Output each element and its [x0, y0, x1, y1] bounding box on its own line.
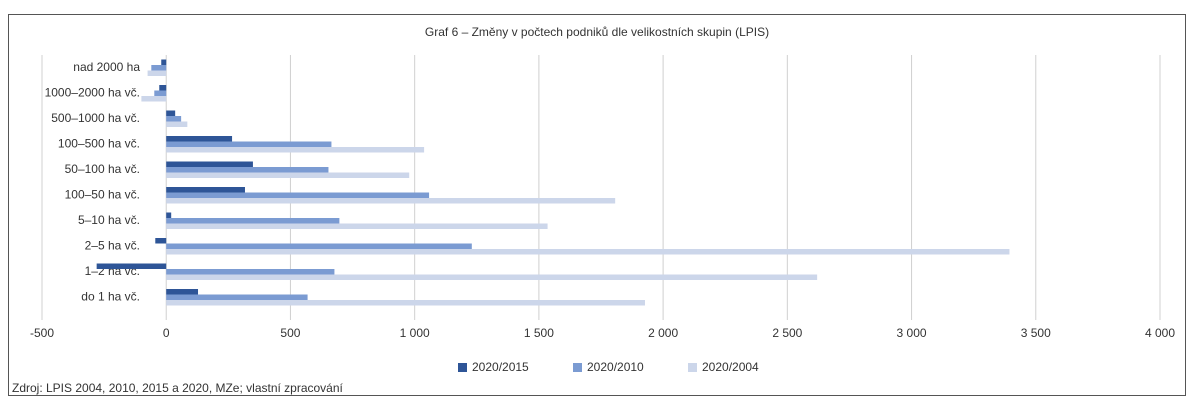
- bar: [159, 85, 167, 91]
- bar: [166, 172, 410, 178]
- bar: [96, 263, 167, 269]
- x-tick-label: 1 500: [524, 326, 554, 340]
- bar: [166, 218, 340, 224]
- bar: [155, 238, 167, 244]
- chart-title: Graf 6 – Změny v počtech podniků dle vel…: [425, 25, 769, 39]
- y-tick-label: 100–500 ha vč.: [58, 136, 140, 150]
- x-tick-label: 3 000: [897, 326, 927, 340]
- bar: [166, 289, 199, 295]
- bar: [166, 147, 425, 153]
- x-tick-label: 500: [280, 326, 300, 340]
- bar: [161, 59, 167, 65]
- bar: [166, 192, 430, 198]
- bar: [166, 167, 329, 173]
- y-tick-label: 5–10 ha vč.: [78, 213, 140, 227]
- bar: [166, 249, 1010, 255]
- bar: [166, 223, 548, 229]
- bar: [141, 96, 167, 102]
- x-tick-label: 0: [163, 326, 170, 340]
- y-tick-label: 500–1000 ha vč.: [51, 111, 140, 125]
- bar: [166, 294, 308, 300]
- bar: [147, 70, 167, 76]
- legend-label: 2020/2015: [472, 360, 529, 374]
- source-note: Zdroj: LPIS 2004, 2010, 2015 a 2020, MZe…: [12, 381, 344, 395]
- bar: [166, 116, 182, 122]
- bar: [166, 121, 188, 127]
- legend-label: 2020/2010: [587, 360, 644, 374]
- legend-swatch: [458, 363, 467, 372]
- x-tick-label: 1 000: [400, 326, 430, 340]
- bar: [166, 136, 233, 142]
- frame: [8, 14, 1186, 396]
- bar: [166, 212, 172, 218]
- bar: [151, 65, 167, 71]
- legend-swatch: [688, 363, 697, 372]
- y-tick-label: 100–50 ha vč.: [65, 187, 140, 201]
- x-tick-label: 4 000: [1145, 326, 1175, 340]
- bar: [166, 187, 245, 193]
- y-tick-label: 1000–2000 ha vč.: [45, 85, 140, 99]
- bar: [166, 274, 818, 280]
- x-tick-label: -500: [30, 326, 54, 340]
- y-tick-label: nad 2000 ha: [73, 60, 140, 74]
- x-tick-label: 3 500: [1021, 326, 1051, 340]
- bar: [166, 300, 645, 306]
- bar: [154, 90, 167, 96]
- bar: [166, 141, 332, 147]
- x-tick-label: 2 000: [648, 326, 678, 340]
- legend-label: 2020/2004: [702, 360, 759, 374]
- legend-swatch: [573, 363, 582, 372]
- bar: [166, 243, 472, 249]
- bar: [166, 198, 616, 204]
- bar: [166, 110, 176, 116]
- y-tick-label: do 1 ha vč.: [81, 289, 140, 303]
- x-tick-label: 2 500: [772, 326, 802, 340]
- bar: [166, 161, 253, 167]
- bar: [166, 269, 335, 275]
- y-tick-label: 2–5 ha vč.: [85, 238, 140, 252]
- y-tick-label: 50–100 ha vč.: [65, 162, 140, 176]
